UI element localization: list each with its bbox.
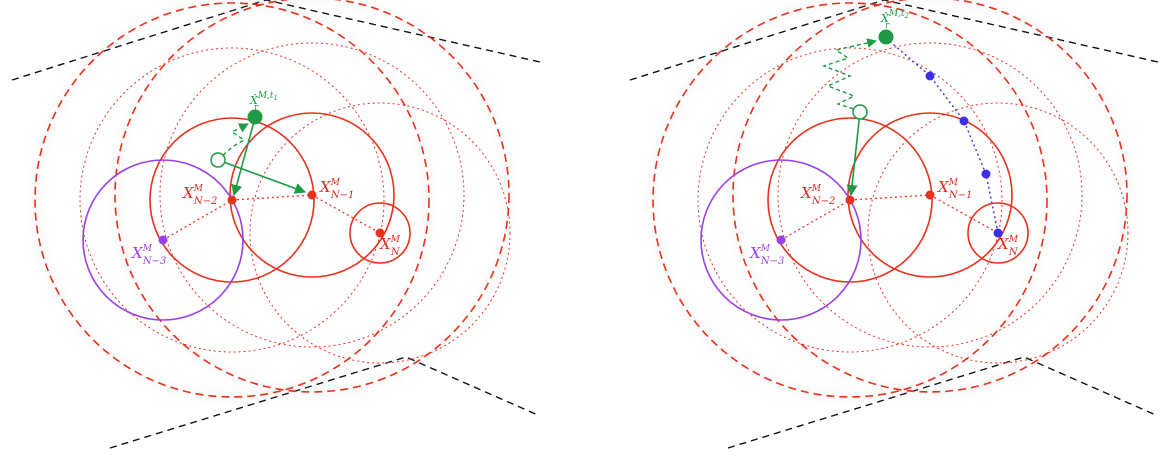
left-label-xhat: X̂M,t1 r xyxy=(249,91,278,113)
right-node-hollow xyxy=(852,104,868,120)
left-label-n2: XM N−2 xyxy=(182,184,217,207)
left-link-n3-n2 xyxy=(162,199,233,241)
left-label-n1: XM N−1 xyxy=(319,178,354,201)
left-dotted-circle-a xyxy=(79,47,385,353)
right-circle-n xyxy=(967,202,1029,264)
right-dotted-circle-b xyxy=(777,42,1083,348)
right-node-n1 xyxy=(925,190,935,200)
left-green-arrow-to-n1 xyxy=(217,159,307,194)
left-label-n: XM N xyxy=(379,235,401,258)
right-label-n2: XM N−2 xyxy=(800,184,835,207)
right-green-arrow-to-n2 xyxy=(846,111,861,197)
left-node-n xyxy=(375,228,385,238)
right-node-n xyxy=(993,228,1003,238)
left-link-n2-n1 xyxy=(231,194,313,201)
right-green-path xyxy=(821,38,877,112)
right-dotted-circle-c xyxy=(867,102,1129,364)
left-node-n2 xyxy=(227,195,237,205)
left-dotted-circle-c xyxy=(249,102,511,364)
left-label-n3: XM N−3 xyxy=(131,244,166,267)
right-label-n: XM N xyxy=(997,235,1019,258)
right-label-xhat: X̂M,t2 r xyxy=(880,9,910,31)
right-label-n1: XM N−1 xyxy=(937,178,972,201)
left-reach-circle-n1 xyxy=(114,0,510,393)
left-dotted-circle-b xyxy=(159,42,465,348)
left-node-n1 xyxy=(307,190,317,200)
right-blue-node-2 xyxy=(959,116,969,126)
right-label-n3: XM N−3 xyxy=(749,244,784,267)
right-dotted-circle-a xyxy=(697,47,1003,353)
right-panel: XM N−2 XM N−1 XM N XM N−3 X̂M,t2 r xyxy=(629,0,1159,449)
right-reach-circle-n2 xyxy=(652,2,1048,398)
right-link-n3-n2 xyxy=(780,199,851,241)
right-blue-node-3 xyxy=(981,169,991,179)
left-node-xhat xyxy=(247,109,263,125)
right-blue-trajectory xyxy=(885,37,999,234)
left-green-arrow-to-n2 xyxy=(231,117,256,197)
left-reach-circle-n2 xyxy=(34,2,430,398)
right-blue-node-1 xyxy=(925,71,935,81)
right-node-n3 xyxy=(776,235,786,245)
left-node-n3 xyxy=(158,235,168,245)
right-node-n2 xyxy=(845,195,855,205)
right-node-xhat xyxy=(878,29,894,45)
left-node-hollow xyxy=(210,152,226,168)
left-circle-n xyxy=(349,202,411,264)
right-circle-n3 xyxy=(700,159,862,321)
right-link-n2-n1 xyxy=(849,194,931,201)
left-circle-n3 xyxy=(82,159,244,321)
right-reach-circle-n1 xyxy=(732,0,1128,393)
left-panel: XM N−2 XM N−1 XM N XM N−3 X̂M,t1 r xyxy=(11,0,541,449)
